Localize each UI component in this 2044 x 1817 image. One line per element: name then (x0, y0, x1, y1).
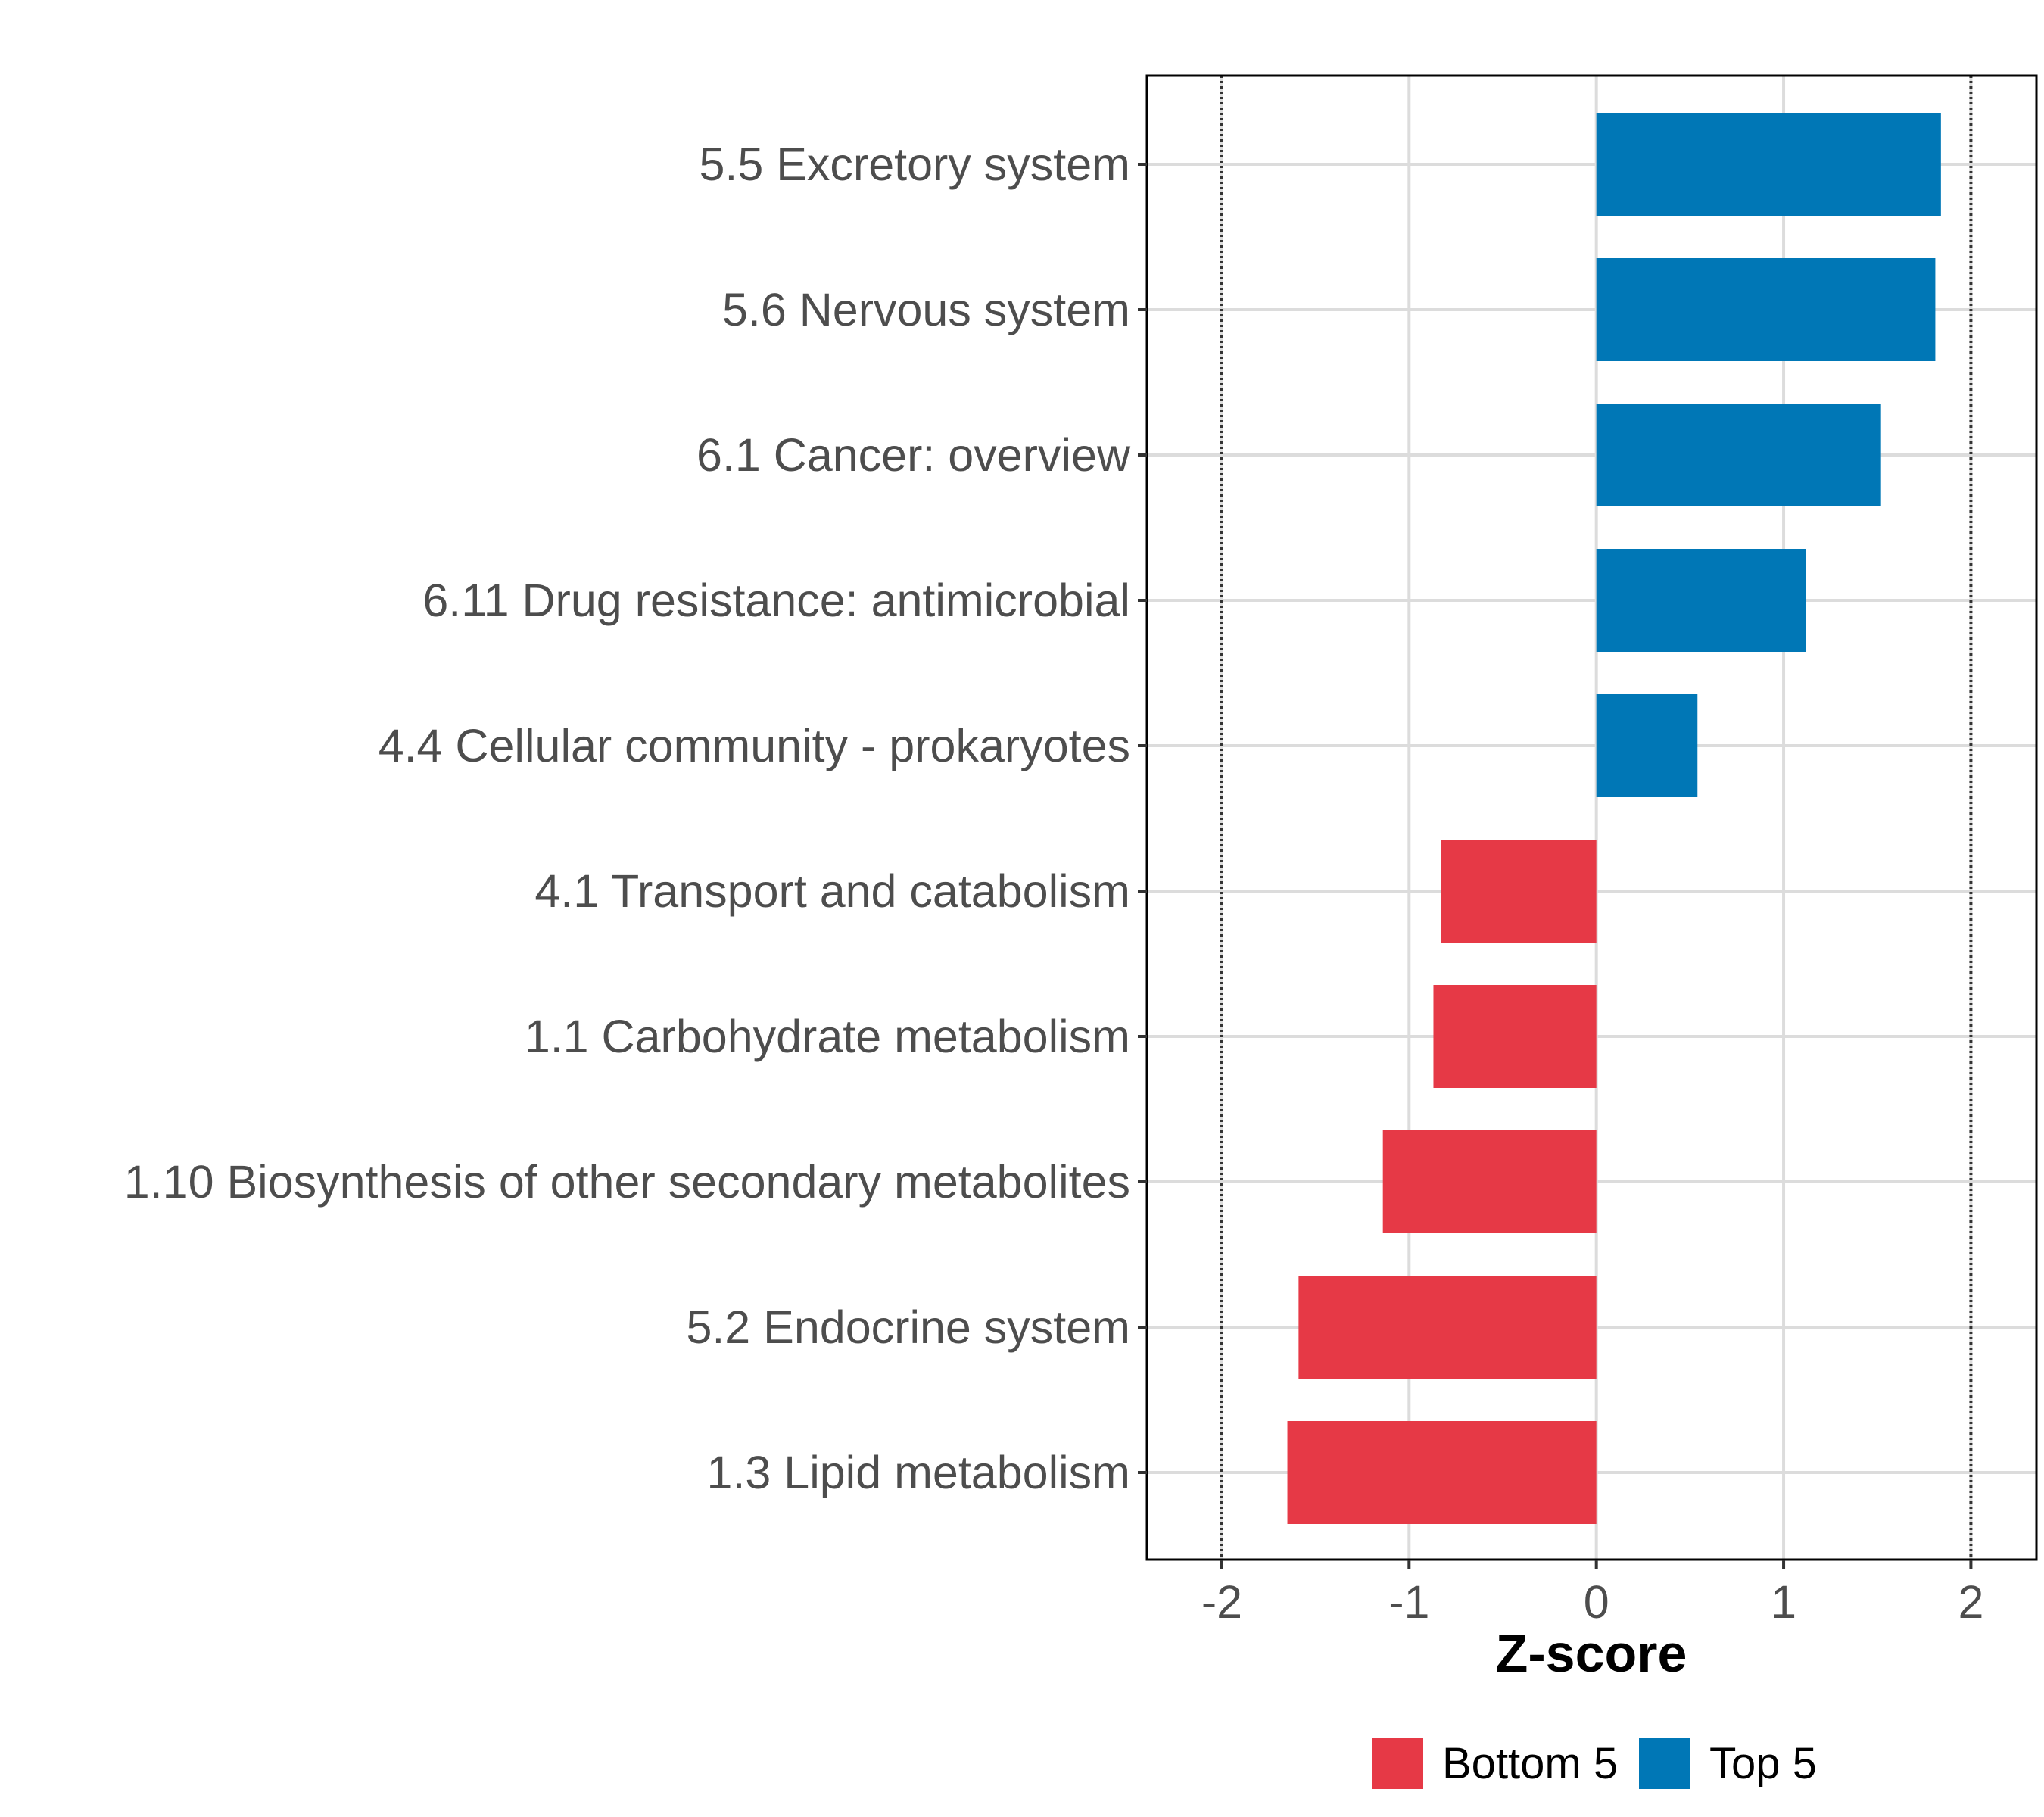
plot-panel-border (1145, 74, 2038, 1561)
y-tick-label: 5.6 Nervous system (722, 284, 1130, 335)
x-tick-label: 1 (1771, 1576, 1796, 1628)
x-tick-label: -1 (1388, 1576, 1429, 1628)
reference-lines (1220, 76, 1973, 1560)
y-tick-label: 1.1 Carbohydrate metabolism (525, 1011, 1130, 1062)
x-tick-label: 0 (1584, 1576, 1609, 1628)
x-axis-title: Z-score (1496, 1624, 1687, 1683)
bar-1-1-carbohydrate-metabolism (1433, 985, 1597, 1088)
bar-5-2-endocrine-system (1298, 1276, 1597, 1379)
bar-1-3-lipid-metabolism (1287, 1421, 1597, 1524)
bars (1287, 113, 1941, 1524)
y-tick-label: 6.1 Cancer: overview (696, 429, 1131, 481)
x-tick-label: 2 (1958, 1576, 1983, 1628)
bar-1-10-biosynthesis-of-other-secondary-metabolites (1382, 1130, 1597, 1233)
y-axis: 5.5 Excretory system 5.6 Nervous system 6.… (124, 139, 1147, 1498)
y-tick-label: 1.3 Lipid metabolism (707, 1447, 1130, 1498)
legend: Bottom 5 Top 5 (1372, 1738, 1817, 1789)
legend-swatch-top-5 (1639, 1738, 1690, 1789)
y-tick-label: 4.1 Transport and catabolism (534, 865, 1130, 917)
x-axis: -2 -1 0 1 2 (1201, 1560, 1983, 1628)
bar-5-6-nervous-system (1596, 258, 1936, 361)
bar-4-1-transport-and-catabolism (1441, 840, 1597, 943)
bar-4-4-cellular-community-prokaryotes (1596, 694, 1698, 797)
legend-label-top-5: Top 5 (1709, 1739, 1817, 1788)
bar-6-1-cancer-overview (1596, 404, 1881, 506)
legend-swatch-bottom-5 (1372, 1738, 1423, 1789)
bar-5-5-excretory-system (1596, 113, 1941, 216)
x-tick-label: -2 (1201, 1576, 1242, 1628)
legend-label-bottom-5: Bottom 5 (1442, 1739, 1618, 1788)
y-tick-label: 4.4 Cellular community - prokaryotes (379, 720, 1130, 771)
y-tick-label: 1.10 Biosynthesis of other secondary met… (124, 1156, 1130, 1208)
bar-6-11-drug-resistance-antimicrobial (1596, 549, 1806, 652)
y-tick-label: 6.11 Drug resistance: antimicrobial (422, 575, 1130, 626)
y-tick-label: 5.5 Excretory system (700, 139, 1131, 190)
y-tick-label: 5.2 Endocrine system (686, 1301, 1130, 1353)
